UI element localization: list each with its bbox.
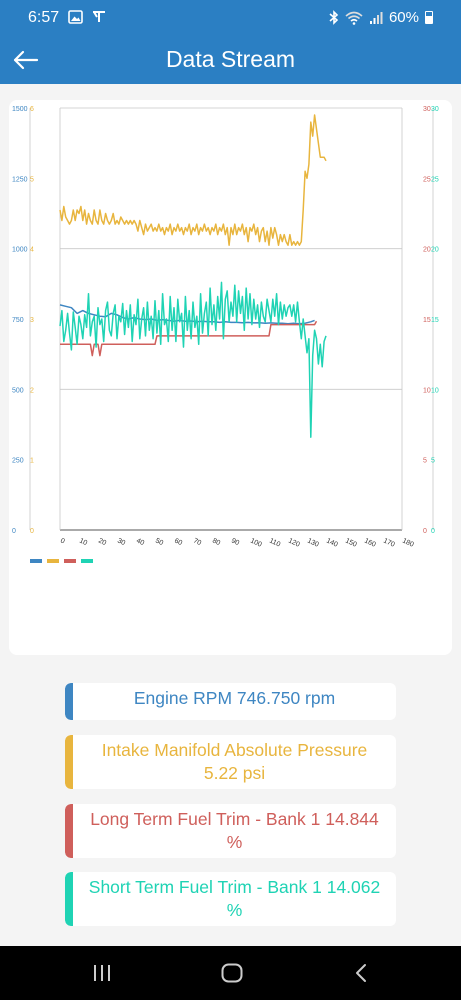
param-color-bar [65,735,73,789]
battery-percent: 60% [388,9,419,26]
x-tick-label: 120 [287,537,301,548]
gallery-icon [68,10,83,24]
ltft-tick-label: 5 [423,458,427,465]
rpm-tick-label: 0 [12,528,16,535]
x-tick-label: 180 [401,537,415,548]
ltft-tick-label: 20 [423,247,431,254]
wifi-icon [345,11,363,25]
status-time: 6:57 [28,9,60,26]
param-card-intake-pressure[interactable]: Intake Manifold Absolute Pressure 5.22 ps… [65,735,396,789]
stft-tick-label: 0 [431,528,435,535]
ltft-tick-label: 10 [423,387,431,394]
series-line-ltft [60,320,318,357]
param-label: Long Term Fuel Trim - Bank 1 14.844% [90,809,379,852]
legend-swatch-ltft [64,559,76,563]
rpm-tick-label: 1000 [12,247,28,254]
x-tick-label: 90 [230,537,240,547]
map-tick-label: 0 [30,528,34,535]
battery-icon [425,11,433,24]
ltft-tick-label: 0 [423,528,427,535]
stft-tick-label: 15 [431,317,439,324]
bluetooth-icon [329,10,339,25]
fork-icon [93,11,105,22]
rpm-tick-label: 1250 [12,176,28,183]
param-color-bar [65,804,73,858]
data-stream-chart: 0250500750100012501500012345605101520253… [12,106,439,563]
stft-tick-label: 30 [431,106,439,113]
map-tick-label: 2 [30,387,34,394]
system-nav-bar [0,946,461,1000]
x-tick-label: 40 [135,537,145,547]
x-tick-label: 50 [154,537,164,547]
param-color-bar [65,872,73,926]
status-bar: 6:57 60% [0,0,461,36]
x-tick-label: 130 [306,537,320,548]
param-color-bar [65,683,73,720]
rpm-tick-label: 250 [12,458,24,465]
x-tick-label: 100 [249,537,263,548]
param-card-long-term-fuel-trim[interactable]: Long Term Fuel Trim - Bank 1 14.844% [65,804,396,858]
ltft-tick-label: 25 [423,176,431,183]
stft-tick-label: 5 [431,458,435,465]
param-label: Intake Manifold Absolute Pressure 5.22 ps… [101,740,368,783]
x-tick-label: 150 [344,537,358,548]
map-tick-label: 3 [30,317,34,324]
signal-icon [369,11,383,24]
legend-swatch-rpm [30,559,42,563]
x-tick-label: 10 [78,537,88,547]
x-tick-label: 140 [325,537,339,548]
map-tick-label: 6 [30,106,34,113]
x-tick-label: 20 [97,537,107,547]
series-line-stft [59,281,327,438]
x-tick-label: 60 [173,537,183,547]
chart-card: 0 250 500 750 1000 1250 1500 0 1 2 3 4 5 6 0 5 10 15 20 25 3… [9,100,452,655]
arrow-left-icon[interactable] [10,44,42,76]
x-tick-label: 70 [192,537,202,547]
stft-tick-label: 25 [431,176,439,183]
page-title: Data Stream [165,46,296,72]
app-bar: Data Stream [0,36,461,84]
ltft-tick-label: 30 [423,106,431,113]
rpm-tick-label: 500 [12,387,24,394]
param-label: Engine RPM 746.750 rpm [133,688,336,708]
rpm-tick-label: 1500 [12,106,28,113]
map-tick-label: 4 [30,247,34,254]
param-card-short-term-fuel-trim[interactable]: Short Term Fuel Trim - Bank 1 14.062% [65,872,396,926]
param-card-engine-rpm[interactable]: Engine RPM 746.750 rpm [65,683,396,720]
map-tick-label: 5 [30,176,34,183]
home-icon[interactable] [221,963,243,983]
series-line-map [59,114,327,246]
x-tick-label: 110 [268,537,281,548]
recent-apps-icon[interactable] [92,964,112,982]
x-tick-label: 30 [116,537,126,547]
stft-tick-label: 10 [431,387,439,394]
x-tick-label: 0 [59,537,66,545]
legend-swatch-stft [81,559,93,563]
ltft-tick-label: 15 [423,317,431,324]
map-tick-label: 1 [30,458,34,465]
rpm-tick-label: 750 [12,317,24,324]
stft-tick-label: 20 [431,247,439,254]
back-icon[interactable] [354,963,368,983]
param-label: Short Term Fuel Trim - Bank 1 14.062% [88,877,381,920]
x-tick-label: 170 [382,537,396,548]
x-tick-label: 160 [363,537,377,548]
legend-swatch-map [47,559,59,563]
x-tick-label: 80 [211,537,221,547]
